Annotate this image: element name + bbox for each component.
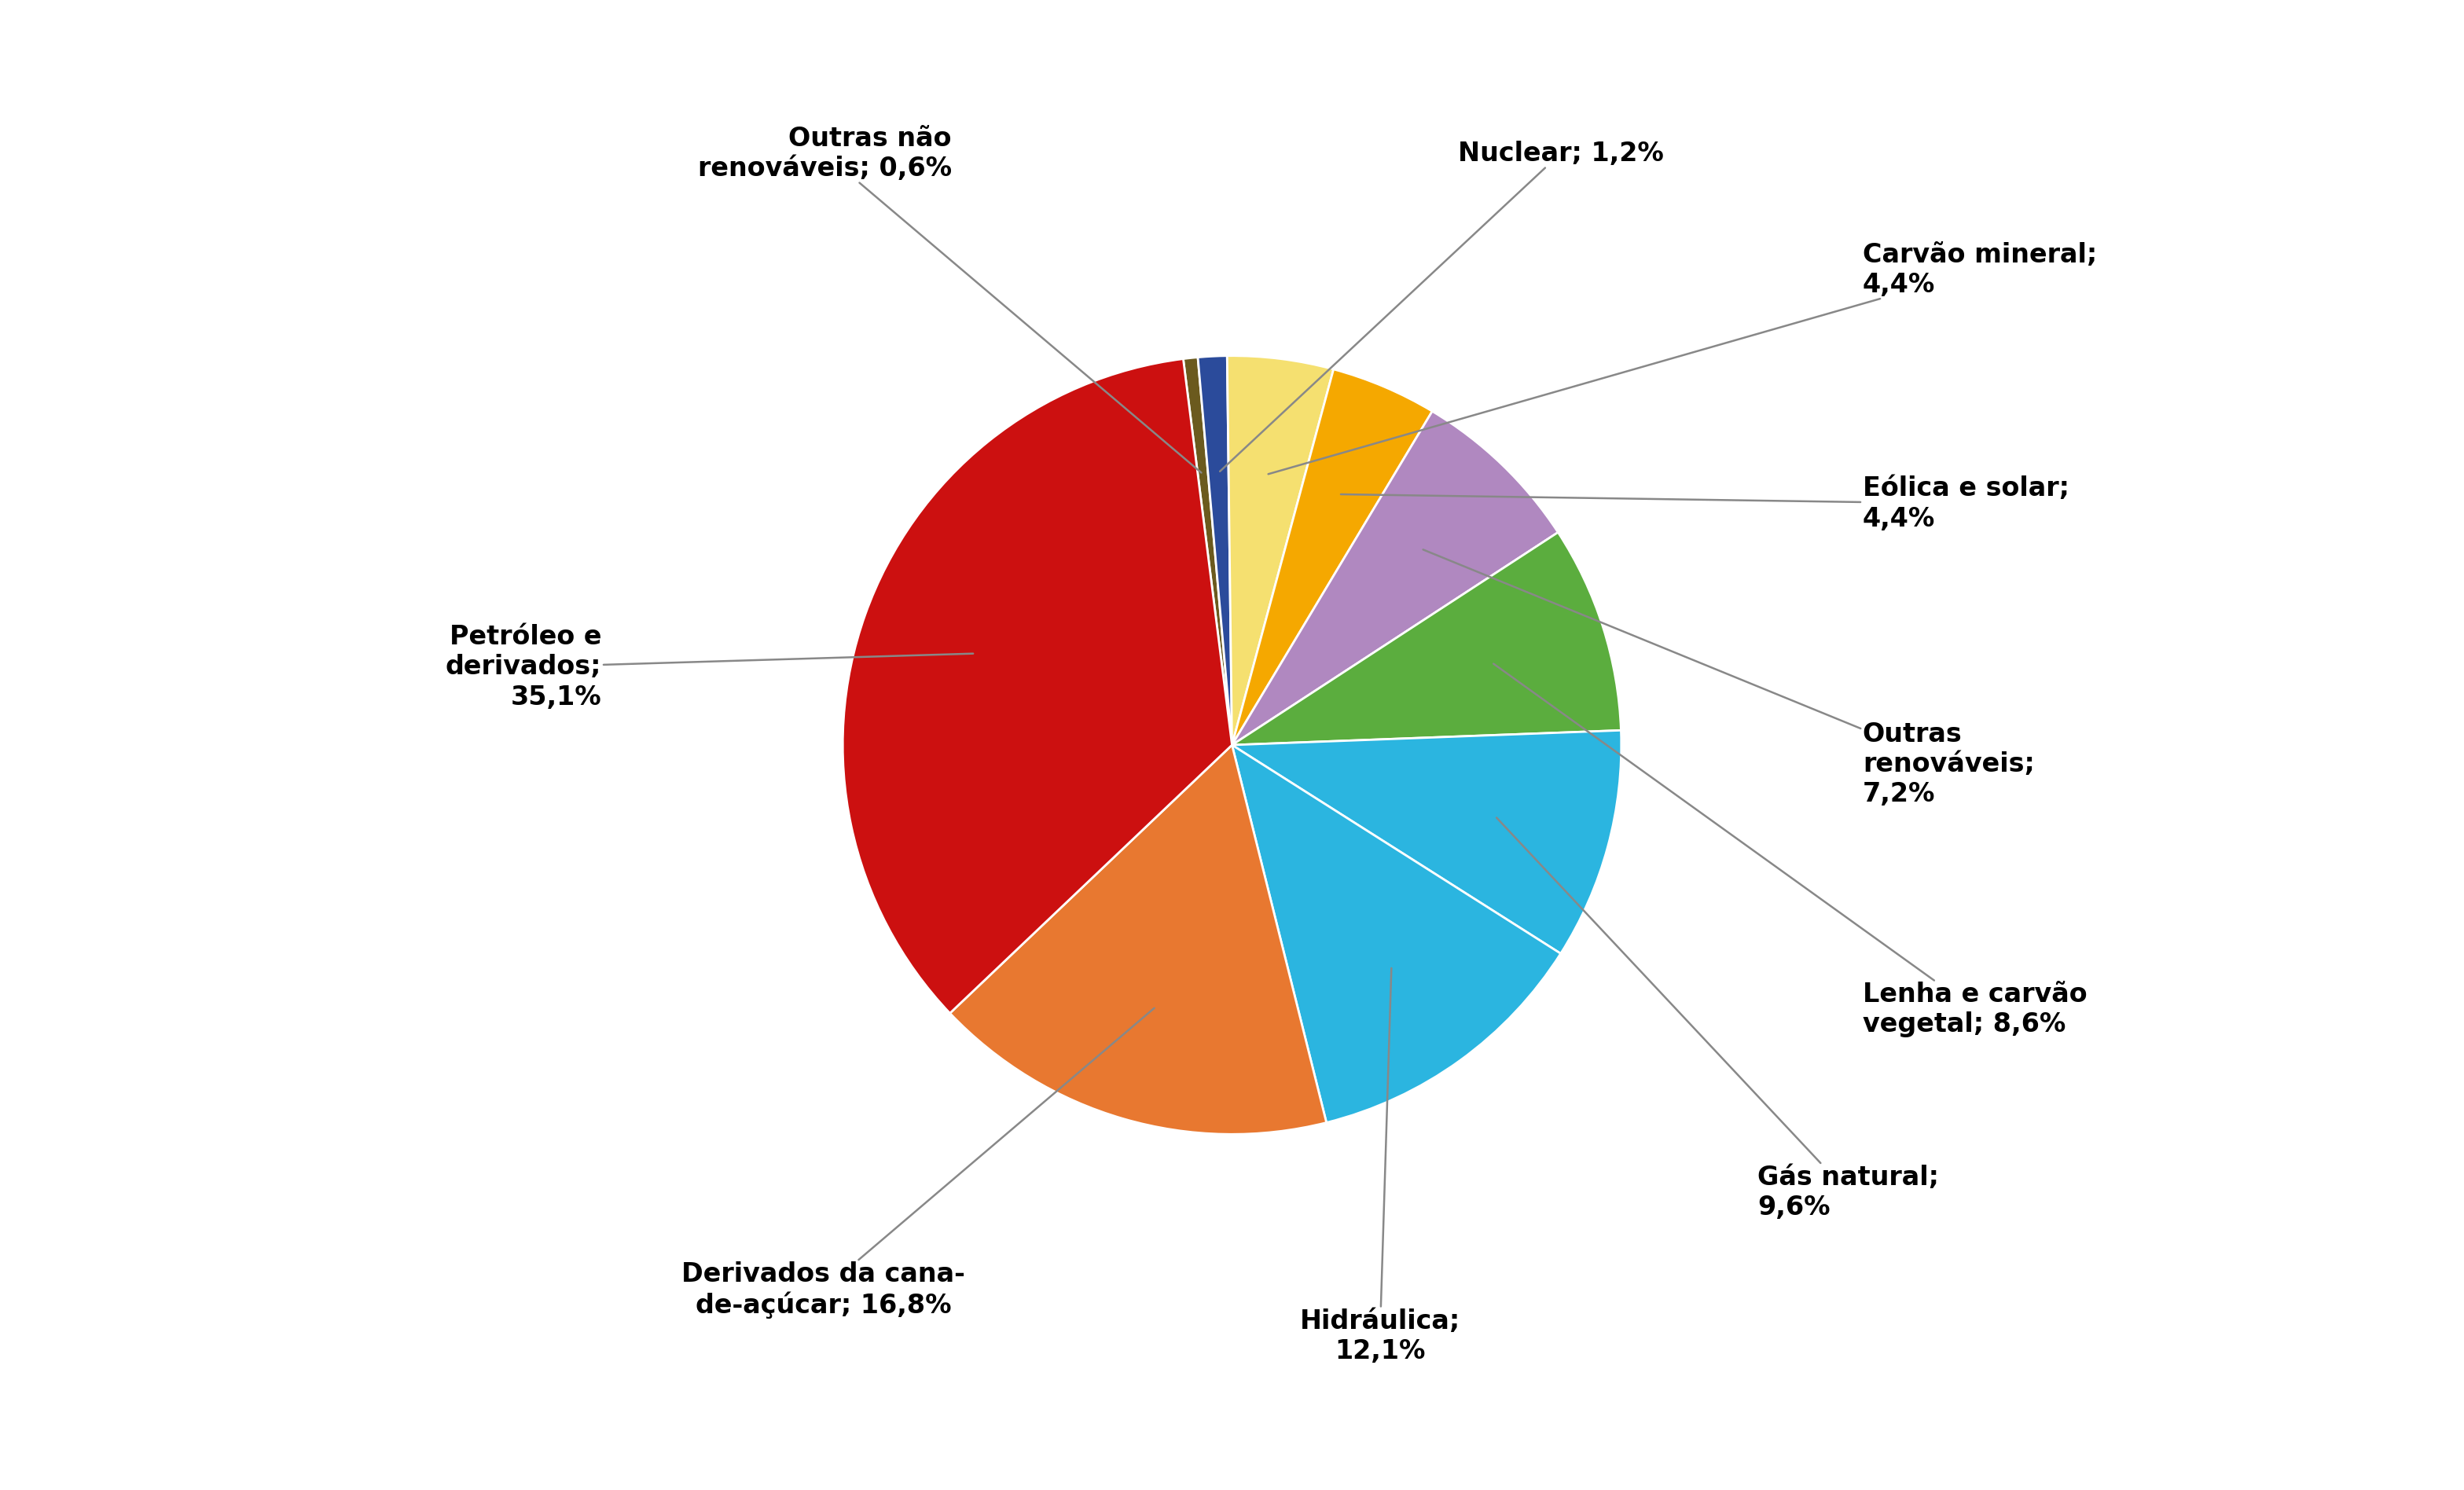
Wedge shape <box>1198 356 1232 745</box>
Text: Carvão mineral;
4,4%: Carvão mineral; 4,4% <box>1269 243 2097 474</box>
Wedge shape <box>1227 356 1333 745</box>
Text: Nuclear; 1,2%: Nuclear; 1,2% <box>1220 140 1663 471</box>
Wedge shape <box>1232 532 1621 745</box>
Wedge shape <box>1232 745 1560 1122</box>
Text: Derivados da cana-
de-açúcar; 16,8%: Derivados da cana- de-açúcar; 16,8% <box>683 1009 1153 1319</box>
Text: Petróleo e
derivados;
35,1%: Petróleo e derivados; 35,1% <box>446 624 973 711</box>
Text: Lenha e carvão
vegetal; 8,6%: Lenha e carvão vegetal; 8,6% <box>1493 663 2087 1037</box>
Wedge shape <box>1232 370 1432 745</box>
Text: Gás natural;
9,6%: Gás natural; 9,6% <box>1496 818 1939 1220</box>
Wedge shape <box>1183 358 1232 745</box>
Wedge shape <box>1232 411 1557 745</box>
Wedge shape <box>843 359 1232 1013</box>
Text: Eólica e solar;
4,4%: Eólica e solar; 4,4% <box>1340 475 2070 532</box>
Text: Outras
renováveis;
7,2%: Outras renováveis; 7,2% <box>1424 550 2035 808</box>
Text: Hidráulica;
12,1%: Hidráulica; 12,1% <box>1299 969 1461 1365</box>
Text: Outras não
renováveis; 0,6%: Outras não renováveis; 0,6% <box>697 125 1202 472</box>
Wedge shape <box>951 745 1326 1134</box>
Wedge shape <box>1232 730 1621 954</box>
